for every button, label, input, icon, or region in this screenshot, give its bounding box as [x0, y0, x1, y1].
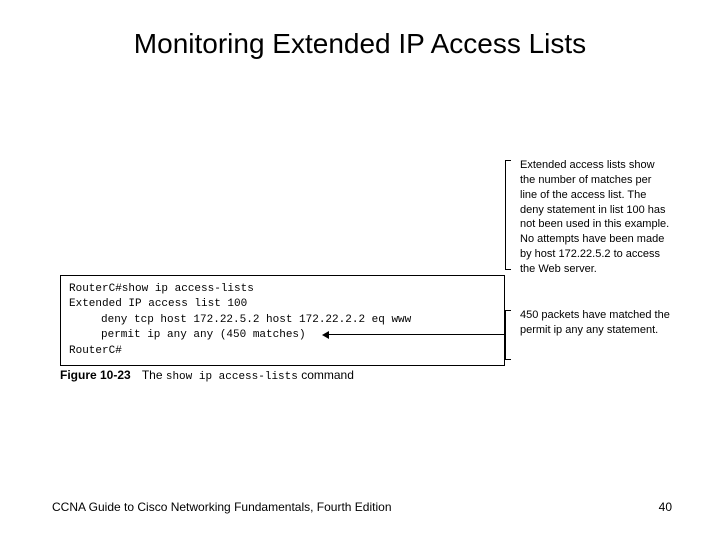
figure-area: Extended access lists show the number of…	[60, 160, 670, 420]
bracket-bottom	[505, 310, 511, 360]
terminal-line: RouterC#show ip access-lists	[69, 282, 496, 297]
terminal-output: RouterC#show ip access-lists Extended IP…	[60, 275, 505, 366]
arrow-line	[328, 334, 505, 335]
figure-caption-mono: show ip access-lists	[166, 371, 298, 383]
figure-caption: Figure 10-23 The show ip access-lists co…	[60, 368, 354, 383]
terminal-line: RouterC#	[69, 344, 496, 359]
page-title: Monitoring Extended IP Access Lists	[0, 28, 720, 60]
terminal-line: permit ip any any (450 matches)	[69, 328, 496, 343]
figure-caption-suffix: command	[298, 368, 354, 382]
terminal-line: deny tcp host 172.22.5.2 host 172.22.2.2…	[69, 313, 496, 328]
bracket-top	[505, 160, 511, 270]
arrow-head-icon	[322, 331, 329, 339]
slide: Monitoring Extended IP Access Lists Exte…	[0, 0, 720, 540]
terminal-line: Extended IP access list 100	[69, 297, 496, 312]
annotation-bottom: 450 packets have matched the permit ip a…	[520, 308, 670, 338]
page-number: 40	[659, 500, 672, 514]
annotation-top: Extended access lists show the number of…	[520, 158, 670, 277]
footer-text: CCNA Guide to Cisco Networking Fundament…	[52, 500, 392, 514]
figure-label: Figure 10-23	[60, 368, 131, 382]
figure-caption-prefix: The	[142, 368, 166, 382]
